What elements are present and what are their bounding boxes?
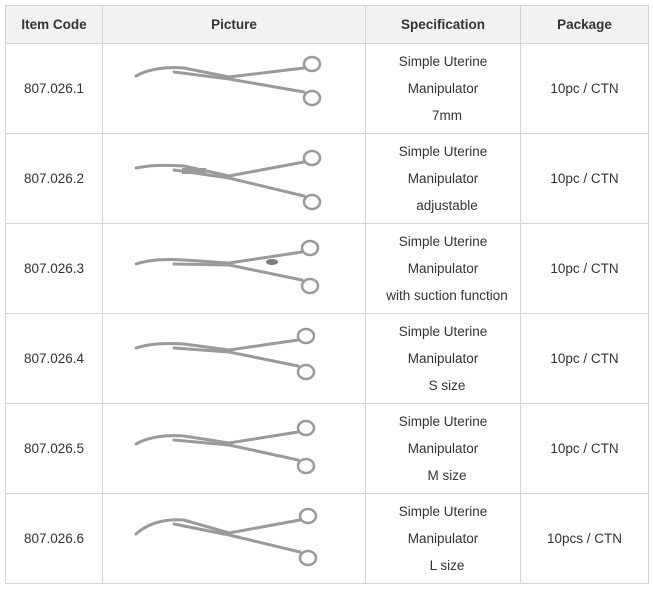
package-cell: 10pc / CTN — [520, 403, 649, 494]
specification-cell: Simple Uterine Manipulator L size — [365, 493, 521, 584]
header-picture: Picture — [102, 5, 366, 44]
product-table: Item Code Picture Specification Package … — [5, 5, 649, 584]
picture-cell — [102, 493, 366, 584]
specification-line: Manipulator — [407, 531, 479, 546]
table-row: 807.026.1 Simple Uterine Manipulator 7mm 10p… — [5, 43, 649, 134]
table-row: 807.026.4 Simple Uterine Manipulator S size… — [5, 313, 649, 404]
header-specification: Specification — [365, 5, 521, 44]
specification-line: Simple Uterine — [398, 234, 488, 249]
specification-line: Simple Uterine — [398, 504, 488, 519]
item-code-cell: 807.026.4 — [5, 313, 103, 404]
specification-line: Manipulator — [407, 261, 479, 276]
specification-line: 7mm — [432, 108, 462, 123]
specification-cell: Simple Uterine Manipulator 7mm — [365, 43, 521, 134]
package-cell: 10pc / CTN — [520, 133, 649, 224]
forceps-icon — [134, 419, 316, 474]
picture-cell — [102, 403, 366, 494]
table-row: 807.026.2 Simple Uterine Manipulator adjust… — [5, 133, 649, 224]
specification-line: Simple Uterine — [398, 144, 488, 159]
picture-cell — [102, 133, 366, 224]
package-cell: 10pc / CTN — [520, 43, 649, 134]
specification-line: Simple Uterine — [398, 324, 488, 339]
specification-line: Manipulator — [407, 171, 479, 186]
specification-line: with suction function — [386, 288, 508, 303]
header-package: Package — [520, 5, 649, 44]
specification-line: Manipulator — [407, 81, 479, 96]
table-row: 807.026.6 Simple Uterine Manipulator L size… — [5, 493, 649, 584]
specification-line: L size — [429, 558, 465, 573]
specification-cell: Simple Uterine Manipulator with suction fu… — [365, 223, 521, 314]
table-row: 807.026.5 Simple Uterine Manipulator M size… — [5, 403, 649, 494]
forceps-icon — [134, 149, 322, 210]
item-code-cell: 807.026.6 — [5, 493, 103, 584]
forceps-icon — [134, 327, 316, 380]
item-code-cell: 807.026.2 — [5, 133, 103, 224]
picture-cell — [102, 43, 366, 134]
picture-cell — [102, 223, 366, 314]
specification-line: Simple Uterine — [398, 414, 488, 429]
package-cell: 10pc / CTN — [520, 313, 649, 404]
forceps-icon — [134, 239, 320, 294]
specification-line: Manipulator — [407, 441, 479, 456]
specification-line: adjustable — [416, 198, 478, 213]
item-code-cell: 807.026.1 — [5, 43, 103, 134]
specification-cell: Simple Uterine Manipulator adjustable — [365, 133, 521, 224]
item-code-cell: 807.026.5 — [5, 403, 103, 494]
header-row: Item Code Picture Specification Package — [5, 5, 649, 44]
specification-line: Manipulator — [407, 351, 479, 366]
picture-cell — [102, 313, 366, 404]
specification-line: S size — [428, 378, 466, 393]
package-cell: 10pcs / CTN — [520, 493, 649, 584]
specification-line: M size — [427, 468, 467, 483]
forceps-icon — [134, 507, 318, 566]
forceps-icon — [134, 55, 322, 106]
specification-line: Simple Uterine — [398, 54, 488, 69]
specification-cell: Simple Uterine Manipulator S size — [365, 313, 521, 404]
header-item-code: Item Code — [5, 5, 103, 44]
specification-cell: Simple Uterine Manipulator M size — [365, 403, 521, 494]
package-cell: 10pc / CTN — [520, 223, 649, 314]
item-code-cell: 807.026.3 — [5, 223, 103, 314]
table-row: 807.026.3 Simple Uterine Manipulator with s… — [5, 223, 649, 314]
